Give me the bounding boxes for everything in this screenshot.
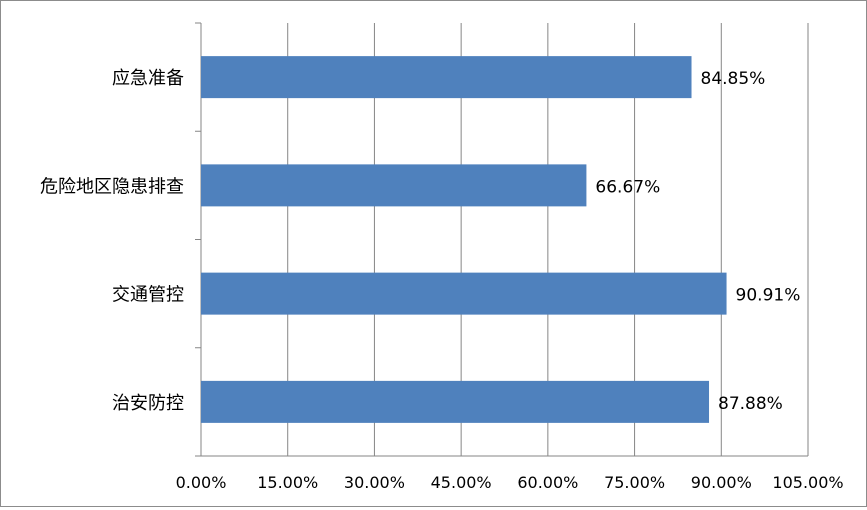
category-label: 交通管控 [112, 285, 184, 306]
category-label: 治安防控 [112, 393, 184, 414]
data-labels: 84.85% 66.67% 90.91% 87.88% [595, 69, 800, 414]
category-label: 应急准备 [112, 68, 184, 89]
data-label: 87.88% [718, 394, 783, 414]
x-tick-label: 0.00% [176, 473, 227, 492]
bar [201, 272, 727, 315]
bar [201, 164, 587, 207]
x-tick-label: 75.00% [604, 473, 665, 492]
bars [201, 56, 727, 423]
x-tick-label: 30.00% [344, 473, 405, 492]
x-tick-label: 105.00% [772, 473, 843, 492]
data-label: 84.85% [701, 69, 766, 89]
x-tick-label: 45.00% [431, 473, 492, 492]
x-tick-label: 15.00% [257, 473, 318, 492]
x-tick-label: 60.00% [517, 473, 578, 492]
data-label: 90.91% [736, 286, 801, 306]
category-label: 危险地区隐患排查 [40, 176, 184, 197]
bar [201, 380, 710, 423]
bar [201, 56, 692, 99]
data-label: 66.67% [595, 177, 660, 197]
x-tick-label: 90.00% [691, 473, 752, 492]
